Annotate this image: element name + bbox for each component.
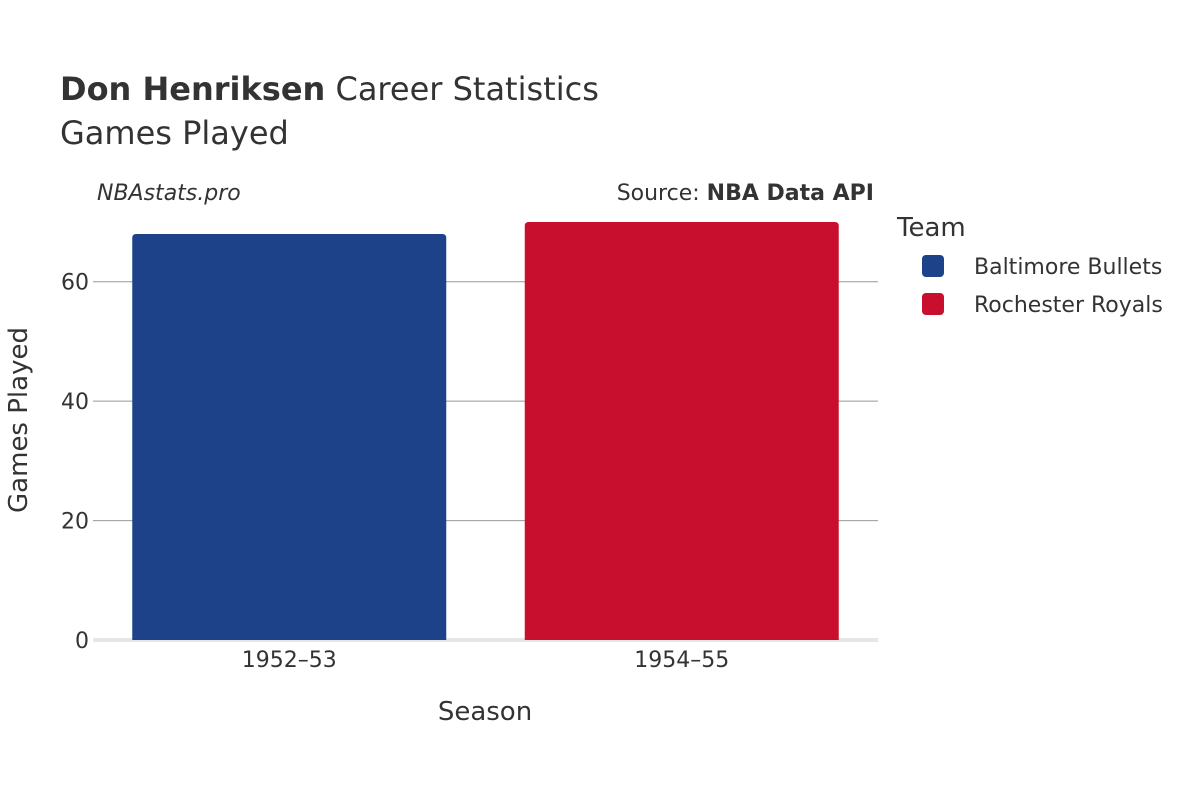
source-credit: Source: NBA Data API [617, 181, 874, 206]
bars [132, 222, 839, 640]
legend-swatch [922, 293, 944, 315]
x-axis-label: Season [438, 697, 532, 727]
bar [132, 233, 447, 640]
y-tick-label: 20 [61, 510, 89, 535]
chart-subtitle: Games Played [60, 114, 289, 152]
watermark: NBAstats.pro [97, 181, 241, 206]
bar [524, 222, 839, 640]
y-tick-label: 40 [61, 390, 89, 415]
x-axis-ticks: 1952–53 1954–55 [242, 648, 729, 673]
source-prefix: Source: [617, 181, 707, 206]
legend-title: Team [896, 213, 966, 243]
x-tick-label: 1952–53 [242, 648, 337, 673]
y-axis-ticks: 0 20 40 60 [61, 271, 89, 654]
chart-title-rest: Career Statistics [325, 70, 599, 108]
legend: Baltimore Bullets Rochester Royals [922, 255, 1163, 318]
legend-label: Rochester Royals [974, 293, 1163, 318]
chart-title: Don Henriksen Career Statistics [60, 70, 599, 108]
y-axis-label: Games Played [4, 327, 34, 513]
legend-swatch [922, 255, 944, 277]
source-name: NBA Data API [707, 181, 874, 206]
chart-title-player: Don Henriksen [60, 70, 325, 108]
legend-label: Baltimore Bullets [974, 255, 1162, 280]
y-tick-label: 60 [61, 271, 89, 296]
y-tick-label: 0 [75, 629, 89, 654]
x-tick-label: 1954–55 [634, 648, 729, 673]
